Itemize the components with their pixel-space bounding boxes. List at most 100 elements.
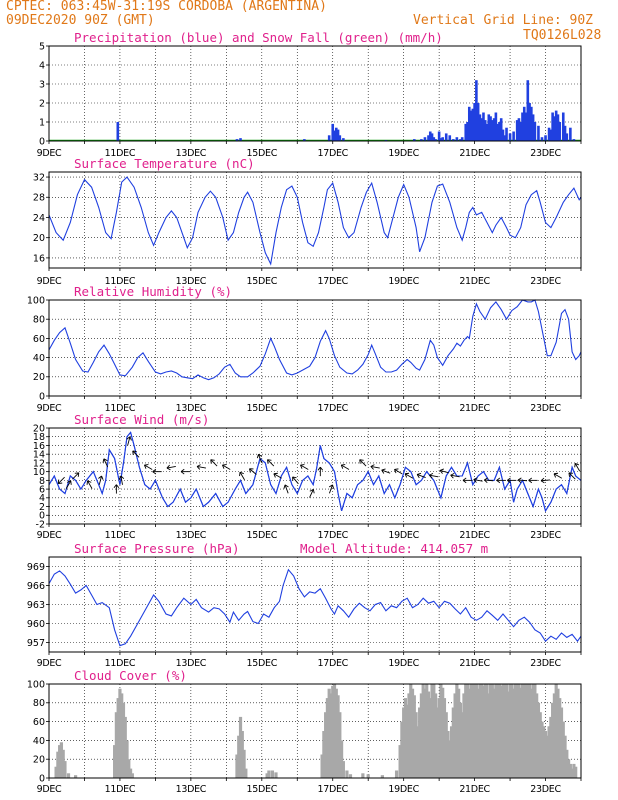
panel-title: Surface Wind (m/s) [74,412,209,427]
y-tick-label: 40 [33,736,45,747]
x-tick-label: 13DEC [176,784,207,795]
y-tick-label: 80 [33,315,45,326]
cloud-bar [529,688,533,778]
cloud-bar [244,768,248,778]
precip-bar [496,123,499,141]
series-line [48,431,582,513]
cloud-bar [114,712,118,778]
cloud-bar [329,693,333,778]
precip-bar [565,133,569,141]
y-tick-label: -2 [36,519,45,530]
x-tick-label: 23DEC [530,530,561,541]
cloud-bar [235,754,239,778]
wind-arrow [429,472,439,479]
wind-arrow [239,471,245,481]
y-tick-label: 963 [27,600,45,611]
x-tick-label: 13DEC [176,403,207,414]
wind-arrow [553,472,563,479]
y-tick-label: 2 [39,98,45,109]
cloud-bar [545,735,549,778]
series-line [48,299,582,381]
precip-bar [544,135,547,141]
cloud-bar [487,693,491,778]
wind-arrow [292,476,299,485]
panel-6: 0 20 40 60 80 100 9DEC 11DEC 13DEC 15DEC 17DEC 19DE… [27,668,582,795]
x-tick-label: 11DEC [105,658,136,669]
x-tick-label: 13DEC [176,148,207,159]
y-tick-label: 20 [33,233,45,244]
cloud-bar [504,684,509,778]
x-tick-label: 19DEC [388,276,419,287]
cloud-bar [524,684,528,778]
wind-arrow [126,436,132,446]
precip-bar [563,125,567,141]
x-tick-label: 21DEC [459,530,490,541]
cloud-bar [238,716,243,778]
x-tick-label: 21DEC [459,276,490,287]
cloud-bar [444,712,448,778]
x-tick-label: 15DEC [247,784,278,795]
cloud-bar [240,731,244,778]
cloud-bar [465,684,470,778]
cloud-bar [565,749,569,778]
cloud-bar [366,774,370,778]
cloud-bar [497,684,502,778]
precip-bar [531,114,535,141]
cloud-bar [398,745,402,778]
cloud-bar [566,759,571,778]
wind-arrow [222,464,231,470]
wind-arrow [249,468,257,475]
x-tick-label: 17DEC [317,530,348,541]
wind-arrow [210,459,218,467]
precip-bar [444,133,448,141]
x-tick-label: 9DEC [37,530,62,541]
cloud-bar [499,685,503,778]
cloud-bar [428,698,432,778]
precip-bar [466,122,469,141]
precip-bar [537,125,540,141]
cloud-bar [535,693,539,778]
x-tick-label: 15DEC [247,403,278,414]
cloud-bar [412,695,416,778]
precip-bar [338,135,342,141]
y-tick-label: 80 [33,698,45,709]
precip-bar [441,137,444,141]
precip-bar [448,135,452,141]
y-tick-label: 14 [33,450,45,461]
x-tick-label: 23DEC [530,403,561,414]
cloud-bar [340,740,344,778]
cloud-bar [517,684,521,778]
cloud-bar [430,684,434,778]
cloud-bar [552,693,556,778]
precip-bar [528,103,531,141]
x-tick-label: 17DEC [317,276,348,287]
precip-bar [489,116,492,141]
cloud-bar [506,691,510,778]
y-tick-label: 10 [33,467,45,478]
cloud-bar [426,691,431,778]
cloud-bar [556,688,560,778]
cloud-bar [409,684,413,778]
y-tick-label: 0 [39,391,45,402]
precip-bar [239,138,242,141]
cloud-bar [512,688,516,778]
header-date: 09DEC2020 90Z (GMT) [6,13,155,28]
precip-bar [524,112,528,141]
header-location: CPTEC: 063:45W-31:19S CORDOBA (ARGENTINA… [6,0,327,14]
y-tick-label: 957 [27,638,45,649]
precip-bar [492,118,496,141]
wind-arrow [439,468,449,474]
cloud-bar [433,693,438,778]
cloud-bar [435,707,439,778]
x-tick-label: 11DEC [105,148,136,159]
precip-bar [459,139,462,141]
cloud-bar [467,688,471,778]
cloud-bar [570,768,574,778]
precip-bar [522,106,526,141]
wind-arrow [273,472,282,479]
x-tick-label: 11DEC [105,403,136,414]
precip-bar [515,120,519,141]
cloud-bar [123,716,127,778]
precip-bar [452,139,455,141]
x-tick-label: 9DEC [37,784,62,795]
